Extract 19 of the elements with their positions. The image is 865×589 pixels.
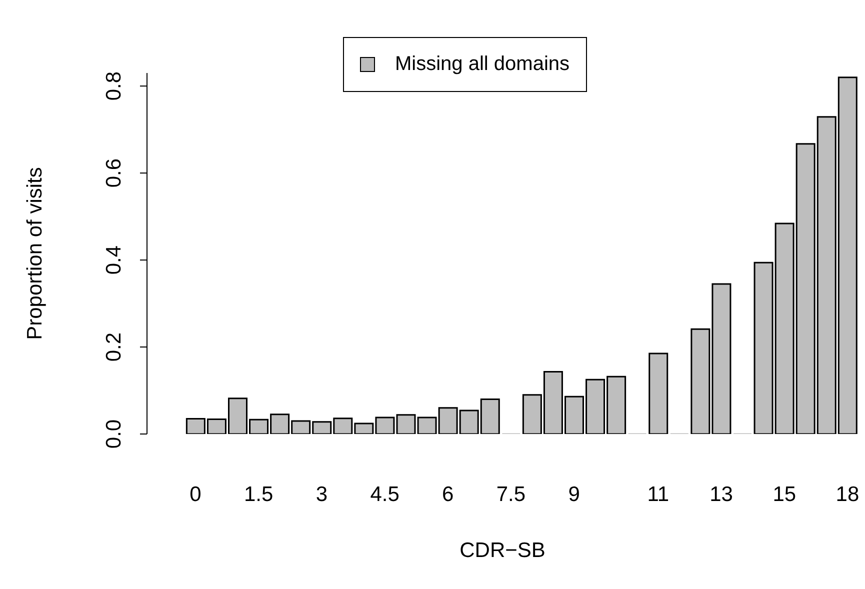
x-axis-title: CDR−SB bbox=[460, 539, 546, 562]
x-tick-label: 11 bbox=[647, 483, 670, 506]
x-tick-label: 6 bbox=[442, 483, 454, 506]
y-tick-label: 0.8 bbox=[102, 71, 126, 101]
x-tick-label: 7.5 bbox=[496, 483, 526, 506]
y-tick-label: 0.6 bbox=[102, 158, 126, 188]
y-tick-label: 0.0 bbox=[102, 419, 126, 449]
x-tick-label: 9 bbox=[568, 483, 580, 506]
y-tick-label: 0.2 bbox=[102, 332, 126, 362]
x-tick-label: 3 bbox=[316, 483, 328, 506]
x-tick-label: 18 bbox=[836, 483, 860, 506]
x-tick-label: 1.5 bbox=[244, 483, 274, 506]
x-tick-label: 15 bbox=[772, 483, 796, 506]
x-tick-label: 13 bbox=[710, 483, 733, 506]
y-tick-label: 0.4 bbox=[102, 245, 126, 275]
y-axis-title: Proportion of visits bbox=[24, 167, 46, 340]
x-tick-label: 4.5 bbox=[370, 483, 400, 506]
legend-label: Missing all domains bbox=[395, 53, 570, 76]
x-tick-label: 0 bbox=[190, 483, 202, 506]
